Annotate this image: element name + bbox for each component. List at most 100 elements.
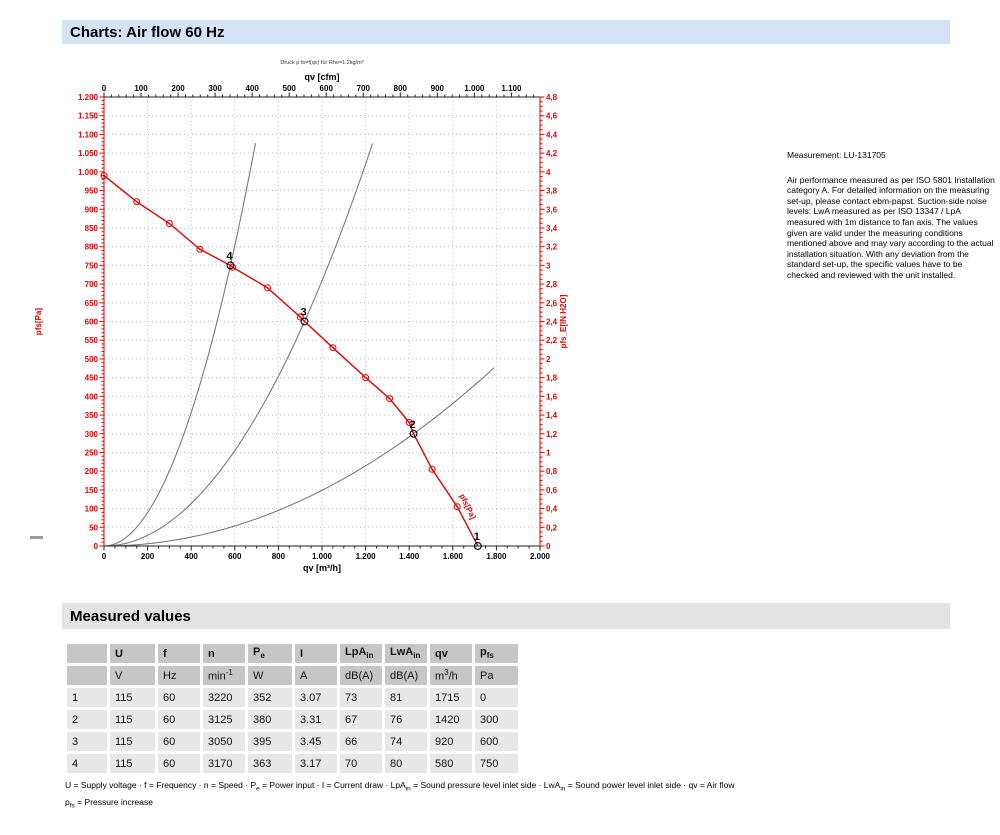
left-tick-label: 300 bbox=[85, 430, 99, 439]
bottom-tick-label: 400 bbox=[185, 552, 199, 561]
right-tick-label: 1,2 bbox=[546, 430, 558, 439]
table-cell: 73 bbox=[340, 688, 382, 707]
left-tick-label: 250 bbox=[85, 448, 99, 457]
top-axis-title: qv [cfm] bbox=[304, 72, 339, 82]
table-header-cell: A bbox=[295, 666, 337, 685]
table-header-cell: pfs bbox=[475, 644, 518, 663]
table-cell: 0 bbox=[475, 688, 518, 707]
table-cell: 750 bbox=[475, 754, 518, 773]
table-header-cell bbox=[67, 644, 107, 663]
operating-point-label-3: 3 bbox=[300, 307, 306, 319]
measured-point-marker bbox=[362, 374, 370, 382]
top-tick-label: 400 bbox=[245, 84, 259, 93]
table-cell: 115 bbox=[110, 754, 155, 773]
right-tick-label: 4,8 bbox=[546, 93, 558, 102]
table-footnote-line2: pfs = Pressure increase bbox=[65, 797, 153, 810]
measured-point-marker bbox=[133, 198, 141, 206]
table-header-cell: n bbox=[203, 644, 245, 663]
section-title: Measured values bbox=[70, 607, 191, 625]
right-tick-label: 4,2 bbox=[546, 149, 558, 158]
top-tick-label: 900 bbox=[431, 84, 445, 93]
left-tick-label: 1.150 bbox=[78, 112, 99, 121]
table-cell: 3.17 bbox=[295, 754, 337, 773]
airflow-chart: pfs[Pa] 0 200 400 600 800 1.000 1.200 1.400 1.600… bbox=[0, 48, 620, 578]
table-header-cell: I bbox=[295, 644, 337, 663]
left-tick-label: 900 bbox=[85, 205, 99, 214]
operating-point-4 bbox=[226, 261, 235, 270]
bottom-tick-label: 600 bbox=[228, 552, 242, 561]
system-resistance-curve bbox=[103, 142, 257, 547]
right-tick-label: 4,6 bbox=[546, 112, 558, 121]
right-tick-label: 2,2 bbox=[546, 336, 558, 345]
table-footnote-line1: U = Supply voltage · f = Frequency · n =… bbox=[65, 780, 735, 793]
table-cell: 363 bbox=[248, 754, 292, 773]
table-cell: 67 bbox=[340, 710, 382, 729]
measured-point-dot bbox=[456, 505, 459, 508]
table-header-cell: U bbox=[110, 644, 155, 663]
measured-point-dot bbox=[364, 376, 367, 379]
table-row-1: 1 115 60 3220 352 3.07 73 81 1715 0 bbox=[67, 688, 518, 707]
measured-point-marker bbox=[453, 503, 461, 511]
bottom-tick-label: 2.000 bbox=[530, 552, 551, 561]
table-cell: 1 bbox=[67, 688, 107, 707]
table-cell: 76 bbox=[385, 710, 427, 729]
top-tick-label: 600 bbox=[320, 84, 334, 93]
top-tick-label: 1.000 bbox=[464, 84, 485, 93]
measured-point-marker bbox=[196, 245, 204, 253]
top-tick-label: 100 bbox=[134, 84, 148, 93]
table-cell: 74 bbox=[385, 732, 427, 751]
table-header-cell: Hz bbox=[158, 666, 200, 685]
left-tick-label: 1.100 bbox=[78, 130, 99, 139]
table-cell: 60 bbox=[158, 732, 200, 751]
left-tick-label: 500 bbox=[85, 355, 99, 364]
right-tick-label: 2,6 bbox=[546, 299, 558, 308]
right-tick-label: 2,4 bbox=[546, 318, 558, 327]
measurement-ref: Measurement: LU-131705 bbox=[787, 150, 886, 160]
table-cell: 115 bbox=[110, 732, 155, 751]
measured-point-dot bbox=[266, 286, 269, 289]
right-tick-label: 2,8 bbox=[546, 280, 558, 289]
bottom-tick-label: 0 bbox=[102, 552, 107, 561]
table-header-cell: qv bbox=[430, 644, 472, 663]
left-tick-label: 350 bbox=[85, 411, 99, 420]
section-header-measured-values: Measured values bbox=[62, 603, 950, 629]
top-tick-label: 500 bbox=[283, 84, 297, 93]
table-cell: 60 bbox=[158, 688, 200, 707]
table-cell: 920 bbox=[430, 732, 472, 751]
right-tick-label: 3,4 bbox=[546, 224, 558, 233]
right-tick-label: 3,6 bbox=[546, 205, 558, 214]
table-header-cell: W bbox=[248, 666, 292, 685]
measured-point-dot bbox=[332, 346, 334, 349]
right-axis-title: pfs_E[IN H2O] bbox=[559, 294, 568, 348]
table-cell: 2 bbox=[67, 710, 107, 729]
left-tick-label: 450 bbox=[85, 374, 99, 383]
table-header-cell: LpAin bbox=[340, 644, 382, 663]
table-cell: 3220 bbox=[203, 688, 245, 707]
table-header-cell: Pa bbox=[475, 666, 518, 685]
table-header-cell: f bbox=[158, 644, 200, 663]
table-cell: 60 bbox=[158, 754, 200, 773]
measured-point-marker bbox=[386, 395, 394, 403]
top-tick-label: 0 bbox=[102, 84, 107, 93]
left-tick-label: 650 bbox=[85, 299, 99, 308]
table-cell: 580 bbox=[430, 754, 472, 773]
left-tick-label: 200 bbox=[85, 467, 99, 476]
measured-point-marker bbox=[229, 263, 237, 271]
top-tick-label: 200 bbox=[171, 84, 185, 93]
left-tick-label: 1.200 bbox=[78, 93, 99, 102]
page-fold-mark bbox=[30, 536, 43, 539]
left-tick-label: 800 bbox=[85, 243, 99, 252]
table-cell: 3 bbox=[67, 732, 107, 751]
right-tick-label: 3 bbox=[546, 261, 551, 270]
left-tick-label: 1.050 bbox=[78, 149, 99, 158]
right-tick-label: 3,8 bbox=[546, 187, 558, 196]
right-tick-label: 3,2 bbox=[546, 243, 558, 252]
measured-point-marker bbox=[296, 313, 304, 321]
bottom-axis-title: qv [m³/h] bbox=[303, 563, 341, 573]
table-cell: 3050 bbox=[203, 732, 245, 751]
table-cell: 395 bbox=[248, 732, 292, 751]
table-header-cell: min-1 bbox=[203, 666, 245, 685]
chart-mini-title: Druck p fs=f(qv) für Rho=1.2kg/m³ bbox=[280, 60, 363, 66]
